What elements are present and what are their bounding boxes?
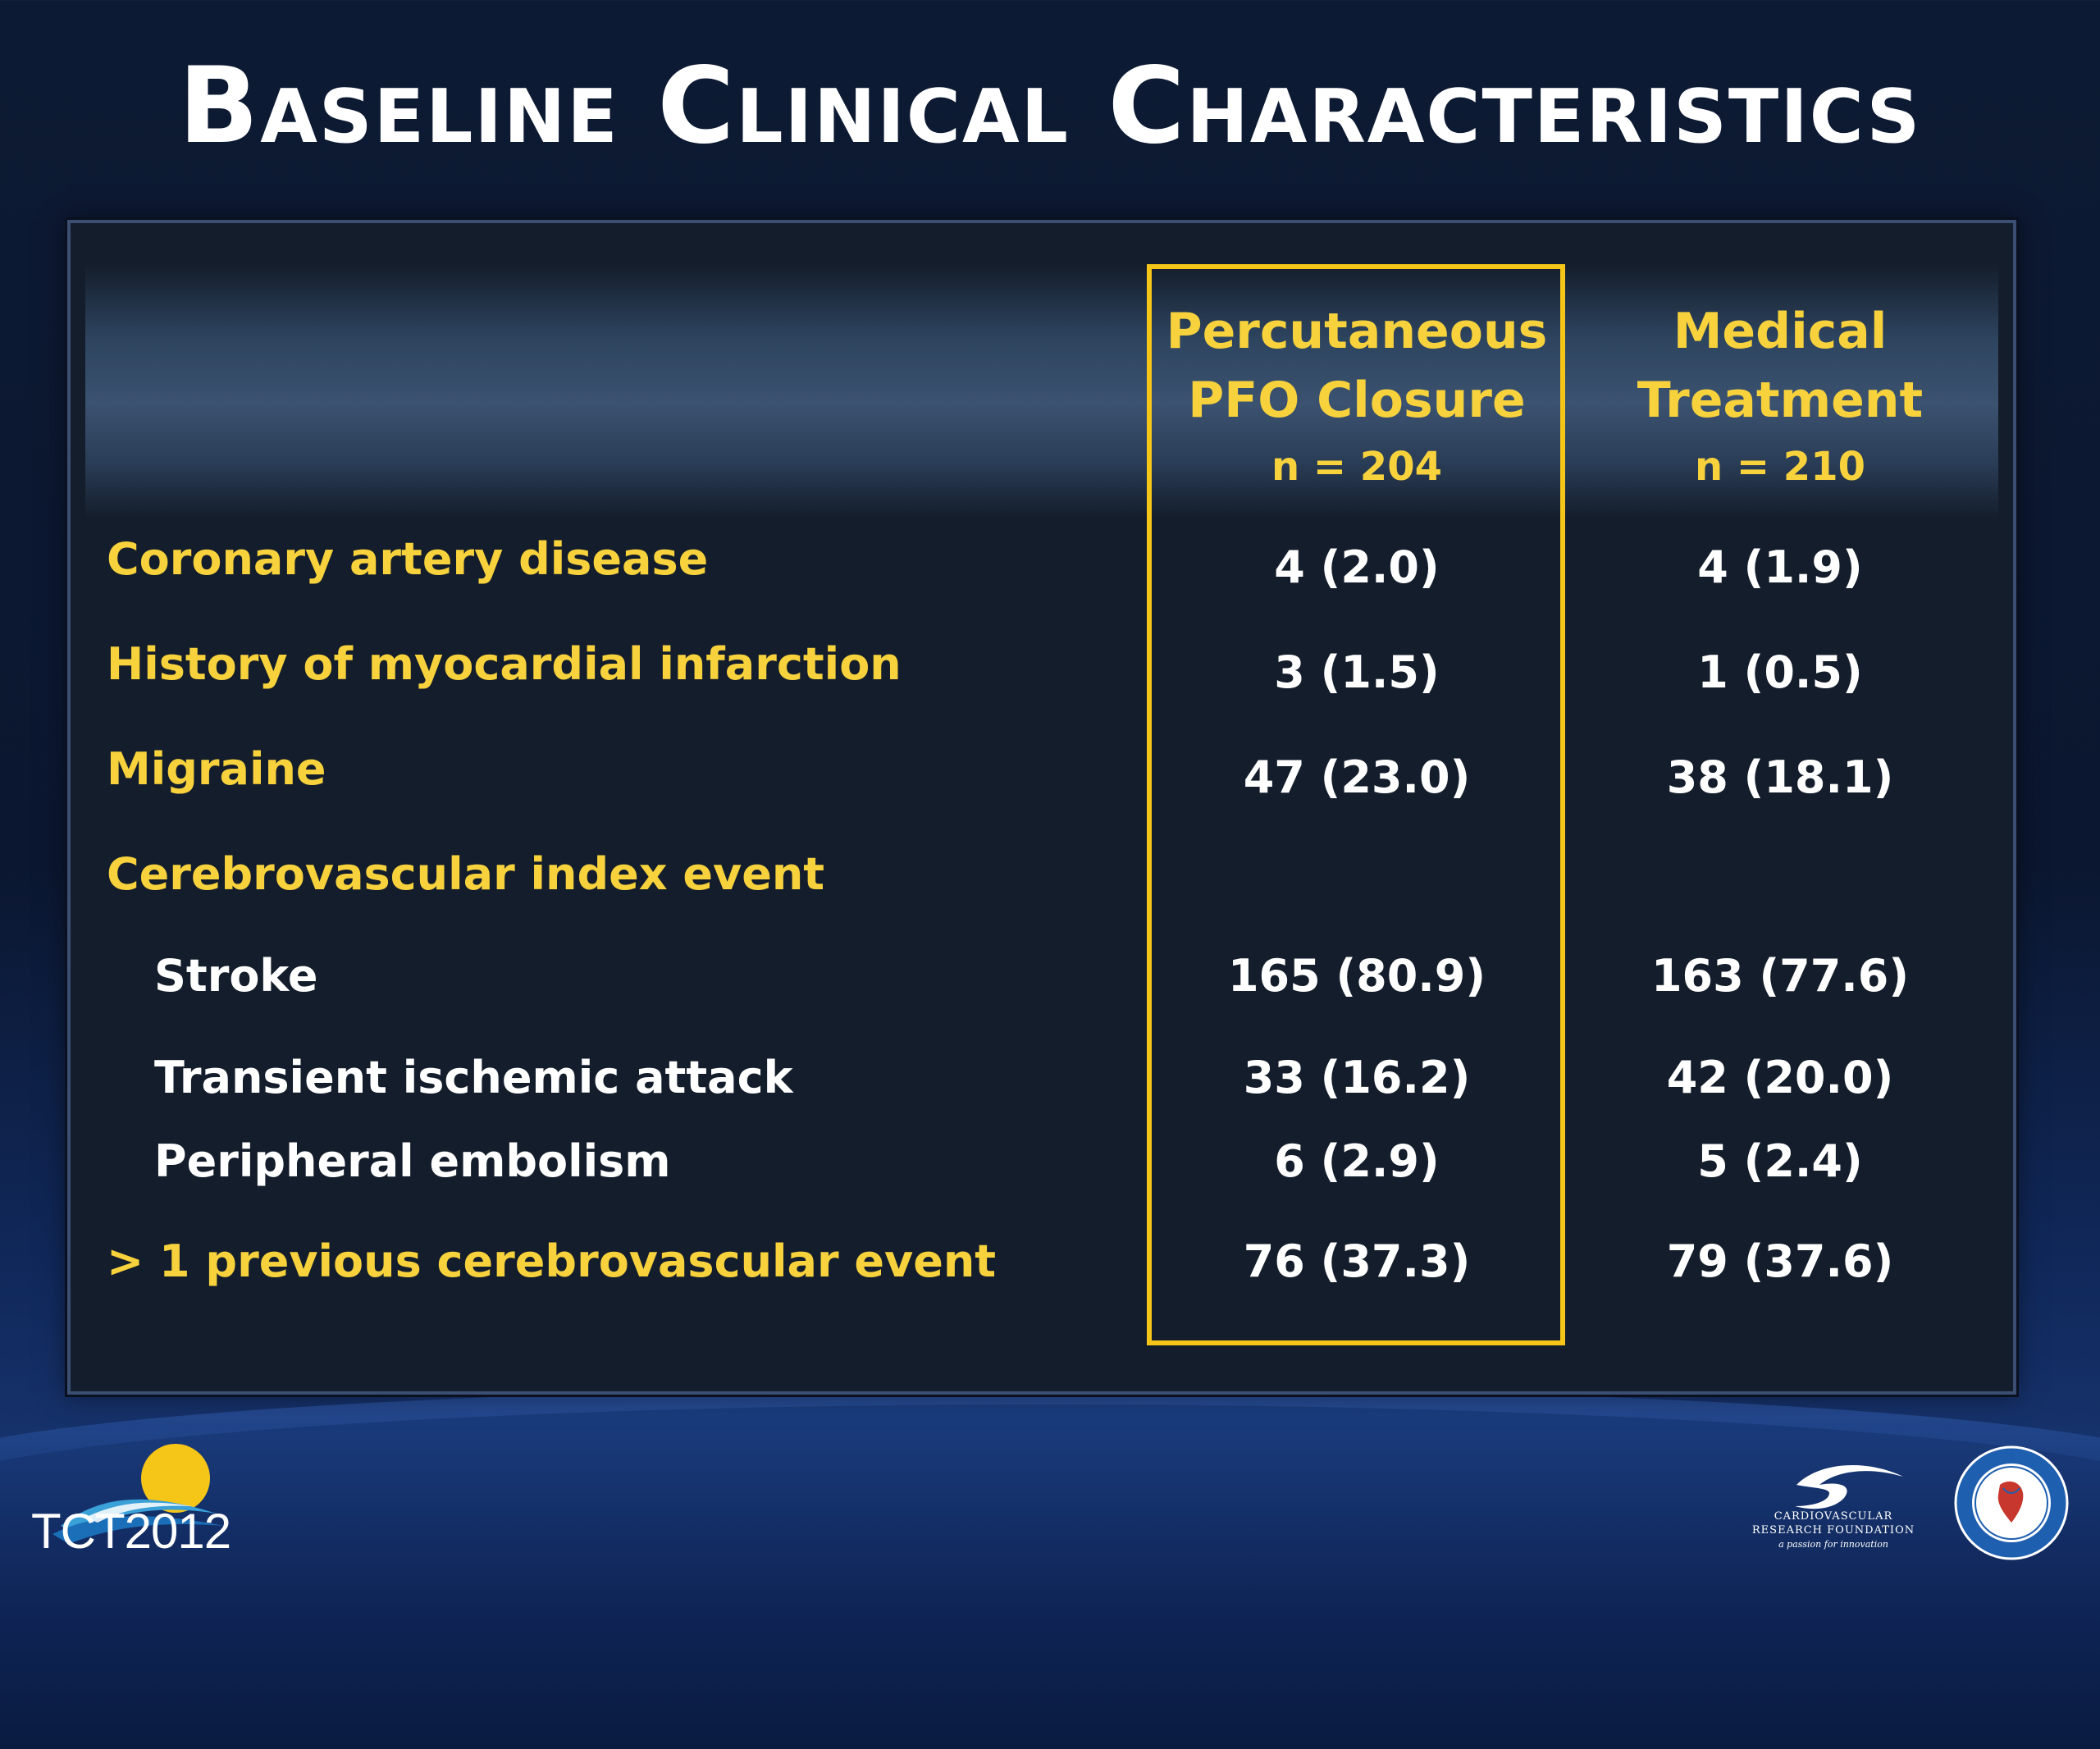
row-label-previous-event: > 1 previous cerebrovascular event [107,1235,997,1287]
slide-title: Baseline Clinical Characteristics [178,45,1922,167]
cell-closure-coronary: 4 (2.0) [1274,541,1440,593]
cell-medical-history-mi: 1 (0.5) [1697,646,1863,698]
column-header-pfo-line2: PFO Closure [1188,372,1526,429]
table-header-band [85,264,1998,518]
pfo-column-highlight [1147,264,1565,1345]
column-header-medical-line1: Medical [1673,303,1888,360]
acc-seal-icon [1954,1445,2069,1560]
column-header-pfo-line1: Percutaneous [1166,303,1548,360]
crf-swoosh-icon [1795,1465,1903,1509]
cell-closure-migraine: 47 (23.0) [1243,751,1471,803]
crf-line2: RESEARCH FOUNDATION [1751,1524,1915,1537]
cell-medical-coronary: 4 (1.9) [1697,541,1863,593]
column-header-pfo-n: n = 204 [1271,444,1442,490]
cell-medical-peripheral: 5 (2.4) [1697,1135,1863,1187]
cell-closure-stroke: 165 (80.9) [1227,950,1486,1002]
data-table-panel: Percutaneous PFO Closure n = 204 Medical… [67,220,2016,1395]
column-header-pfo-closure: Percutaneous PFO Closure n = 204 [1144,297,1570,499]
cell-closure-previous-event: 76 (37.3) [1243,1235,1471,1287]
tct-logo-text: TCT2012 [31,1504,231,1559]
row-label-stroke: Stroke [154,950,318,1002]
column-header-medical-line2: Treatment [1637,372,1924,429]
cell-medical-tia: 42 (20.0) [1666,1052,1894,1103]
row-label-migraine: Migraine [107,743,326,795]
crf-tagline: a passion for innovation [1778,1539,1888,1550]
row-label-peripheral-embolism: Peripheral embolism [154,1135,671,1187]
crf-logo-text: CARDIOVASCULAR RESEARCH FOUNDATION a pas… [1739,1509,1928,1551]
row-label-coronary-artery-disease: Coronary artery disease [107,533,709,585]
cell-closure-tia: 33 (16.2) [1243,1052,1471,1103]
cell-closure-peripheral: 6 (2.9) [1274,1135,1440,1187]
column-header-medical-n: n = 210 [1694,444,1865,490]
row-label-history-mi: History of myocardial infarction [107,638,902,690]
row-label-tia: Transient ischemic attack [154,1052,793,1103]
cell-closure-history-mi: 3 (1.5) [1274,646,1440,698]
cell-medical-previous-event: 79 (37.6) [1666,1235,1894,1287]
cell-medical-stroke: 163 (77.6) [1650,950,1910,1002]
tct-logo-icon [52,1444,225,1544]
crf-line1: CARDIOVASCULAR [1774,1510,1893,1523]
row-label-cerebrovascular-index-event: Cerebrovascular index event [107,848,825,900]
cell-medical-migraine: 38 (18.1) [1666,751,1894,803]
column-header-medical-treatment: Medical Treatment n = 210 [1567,297,1993,499]
